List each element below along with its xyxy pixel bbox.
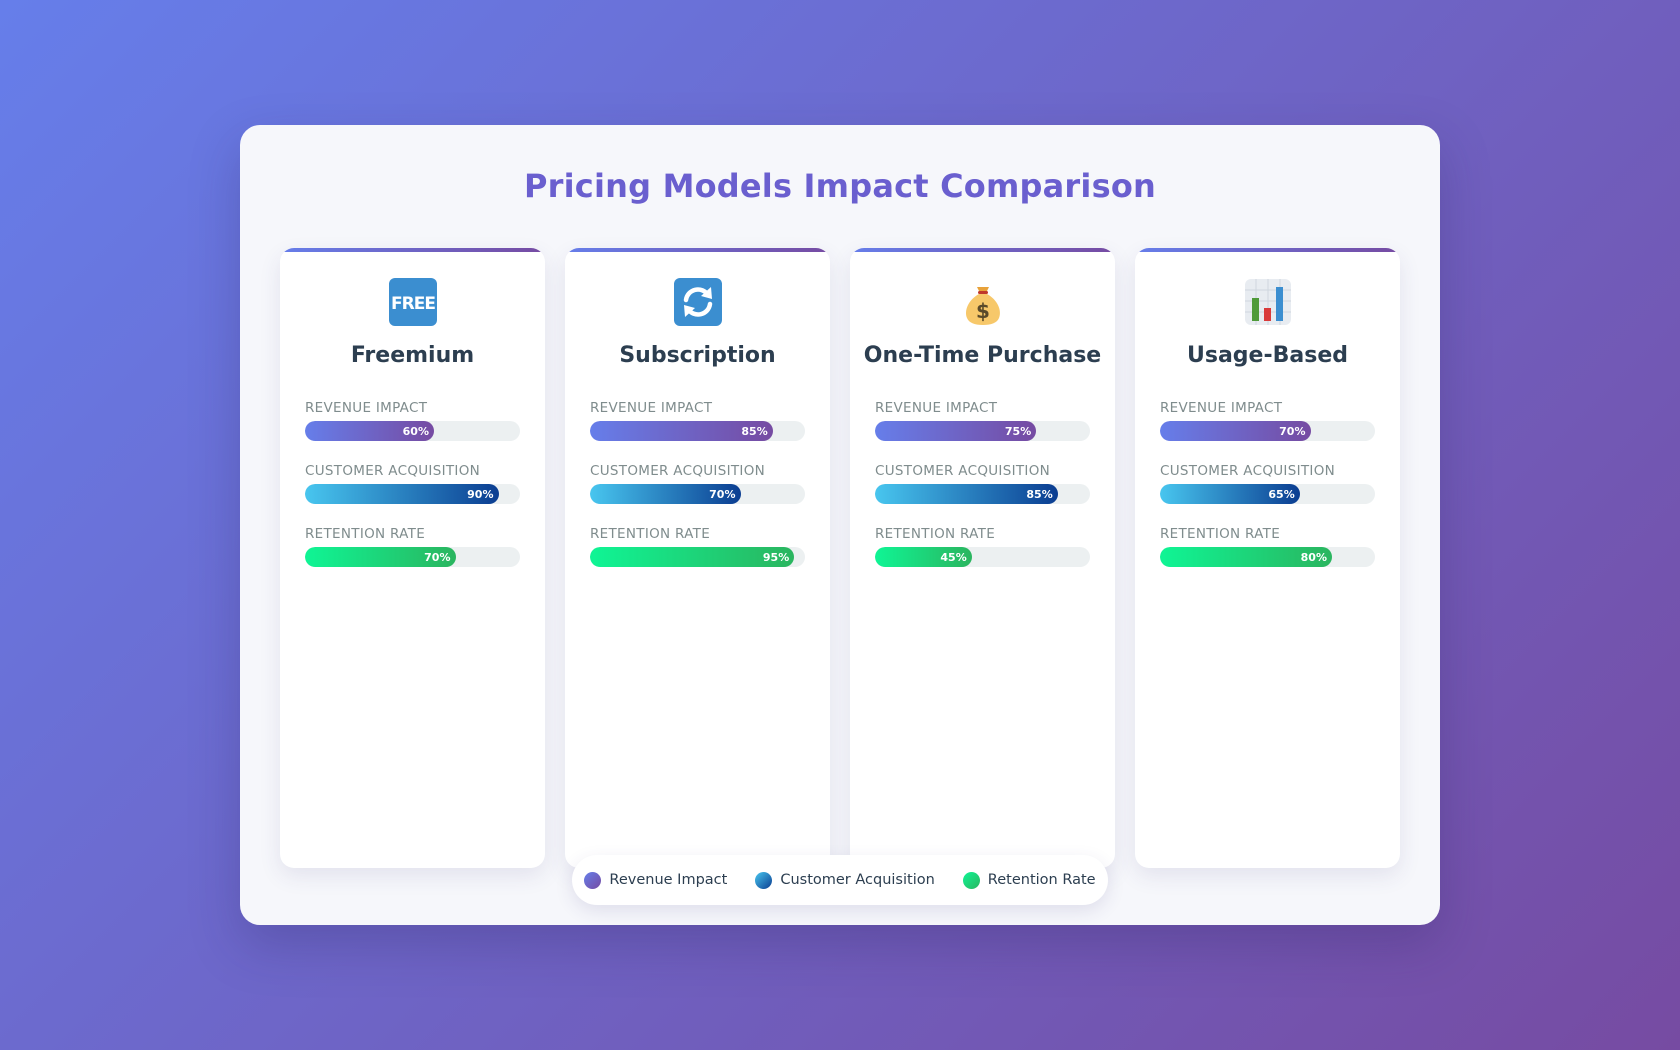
legend-item-revenue: Revenue Impact (584, 871, 728, 889)
bar-revenue: 75% (875, 421, 1037, 441)
metric-label: Retention Rate (875, 526, 996, 542)
bar-acquisition: 90% (305, 484, 499, 504)
bar-value-label: 80% (1300, 550, 1327, 564)
metric-retention: Retention Rate 80% (1160, 525, 1375, 567)
metric-label: Revenue Impact (875, 400, 998, 416)
chart-title: Pricing Models Impact Comparison (524, 167, 1156, 205)
metric-label: Retention Rate (305, 526, 426, 542)
progress-track: 45% (875, 547, 1090, 567)
model-card-usage-based: Usage-Based Revenue Impact 70% Customer … (1135, 248, 1400, 868)
comparison-panel: Pricing Models Impact Comparison FREE Fr… (240, 125, 1440, 925)
bar-chart-icon (1244, 278, 1292, 326)
money-bag-icon: $ (959, 278, 1007, 326)
progress-track: 85% (875, 484, 1090, 504)
bar-acquisition: 70% (590, 484, 741, 504)
metric-label: Customer Acquisition (305, 463, 481, 479)
legend-label: Retention Rate (987, 872, 1096, 888)
bar-revenue: 85% (590, 421, 773, 441)
bar-value-label: 85% (1026, 487, 1053, 501)
refresh-icon (673, 278, 722, 326)
legend-swatch (584, 871, 602, 889)
model-name: Subscription (619, 343, 776, 368)
model-card-subscription: Subscription Revenue Impact 85% Customer… (565, 248, 830, 868)
metric-acquisition: Customer Acquisition 85% (875, 462, 1090, 504)
bar-value-label: 90% (467, 487, 494, 501)
progress-track: 80% (1160, 547, 1375, 567)
legend-swatch (755, 871, 773, 889)
bar-value-label: 75% (1004, 424, 1032, 438)
bar-value-label: 70% (424, 550, 451, 564)
bar-revenue: 70% (1160, 421, 1311, 441)
model-name: One-Time Purchase (863, 343, 1102, 368)
metric-acquisition: Customer Acquisition 65% (1160, 462, 1375, 504)
card-accent-bar (565, 248, 830, 252)
progress-track: 65% (1160, 484, 1375, 504)
metric-label: Customer Acquisition (590, 463, 766, 479)
metric-label: Retention Rate (1160, 526, 1281, 542)
svg-text:FREE: FREE (391, 294, 435, 314)
progress-track: 70% (305, 547, 520, 567)
model-cards: FREE Freemium Revenue Impact 60% Custome… (280, 248, 1400, 868)
legend-swatch (962, 871, 980, 889)
bar-acquisition: 85% (875, 484, 1058, 504)
model-name: Usage-Based (1187, 343, 1348, 368)
metric-acquisition: Customer Acquisition 90% (305, 462, 520, 504)
bar-value-label: 45% (940, 550, 967, 564)
metric-label: Customer Acquisition (875, 463, 1051, 479)
progress-track: 85% (590, 421, 805, 441)
progress-track: 60% (305, 421, 520, 441)
progress-track: 90% (305, 484, 520, 504)
model-card-freemium: FREE Freemium Revenue Impact 60% Custome… (280, 248, 545, 868)
metric-revenue: Revenue Impact 70% (1160, 399, 1375, 441)
metric-label: Revenue Impact (590, 400, 713, 416)
bar-acquisition: 65% (1160, 484, 1300, 504)
progress-track: 70% (1160, 421, 1375, 441)
progress-track: 70% (590, 484, 805, 504)
bar-value-label: 70% (1279, 424, 1306, 438)
metric-retention: Retention Rate 45% (875, 525, 1090, 567)
metric-acquisition: Customer Acquisition 70% (590, 462, 805, 504)
metric-retention: Retention Rate 70% (305, 525, 520, 567)
bar-value-label: 65% (1268, 487, 1295, 501)
metric-retention: Retention Rate 95% (590, 525, 805, 567)
chart-legend: Revenue Impact Customer Acquisition Rete… (572, 855, 1108, 905)
metric-label: Revenue Impact (305, 400, 428, 416)
bar-value-label: 85% (741, 424, 768, 438)
bar-retention: 45% (875, 547, 972, 567)
metric-label: Revenue Impact (1160, 400, 1283, 416)
progress-track: 75% (875, 421, 1090, 441)
bar-retention: 80% (1160, 547, 1332, 567)
card-accent-bar (1135, 248, 1400, 252)
free-icon: FREE (388, 278, 437, 326)
card-accent-bar (280, 248, 545, 252)
card-accent-bar (850, 248, 1115, 252)
metric-label: Retention Rate (590, 526, 711, 542)
metric-revenue: Revenue Impact 85% (590, 399, 805, 441)
metric-label: Customer Acquisition (1160, 463, 1336, 479)
legend-item-retention: Retention Rate (962, 871, 1096, 889)
bar-value-label: 60% (402, 424, 429, 438)
svg-text:$: $ (976, 299, 990, 323)
model-card-one-time-purchase: $ One-Time Purchase Revenue Impact 75% C… (850, 248, 1115, 868)
bar-retention: 70% (305, 547, 456, 567)
progress-track: 95% (590, 547, 805, 567)
bar-value-label: 70% (709, 487, 736, 501)
legend-label: Customer Acquisition (780, 872, 935, 888)
model-name: Freemium (350, 343, 475, 368)
metric-revenue: Revenue Impact 60% (305, 399, 520, 441)
legend-item-acquisition: Customer Acquisition (755, 871, 935, 889)
legend-label: Revenue Impact (609, 872, 728, 888)
bar-revenue: 60% (305, 421, 434, 441)
bar-retention: 95% (590, 547, 795, 567)
metric-revenue: Revenue Impact 75% (875, 399, 1090, 441)
bar-value-label: 95% (762, 550, 790, 564)
